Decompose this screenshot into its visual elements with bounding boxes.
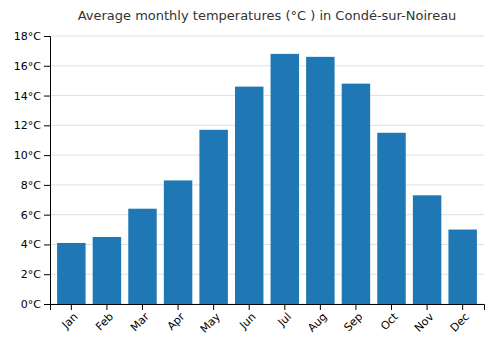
tick-label: Feb (93, 310, 116, 333)
tick: Aug (305, 304, 329, 335)
tick: 8°C (21, 179, 50, 192)
tick: Feb (93, 304, 116, 333)
tick-mark (44, 185, 50, 186)
bar (235, 87, 263, 304)
tick-label: May (198, 310, 224, 336)
x-axis: Jan Feb Mar Apr May Jun Jul Aug Sep Oct Nov Dec (51, 304, 485, 336)
tick-mark (355, 304, 356, 310)
tick-label: Sep (341, 310, 365, 334)
tick: 14°C (14, 90, 50, 103)
bar (377, 133, 405, 304)
tick-mark (71, 304, 72, 310)
grid (50, 36, 484, 304)
bar (93, 237, 121, 304)
bar (57, 243, 85, 304)
tick-mark (44, 66, 50, 67)
tick-label: Oct (378, 310, 401, 333)
tick-mark (44, 215, 50, 216)
tick-label: Mar (128, 310, 152, 334)
bar (413, 195, 441, 304)
tick: 18°C (14, 30, 50, 43)
grid-line (50, 95, 484, 96)
tick: Dec (448, 304, 472, 335)
plot: 0°C 2°C 4°C 6°C 8°C 10°C 12°C 14°C 16°C 18°C Jan Fe… (14, 30, 485, 336)
tick-mark (142, 304, 143, 310)
bar (271, 54, 299, 304)
tick-label: 12°C (14, 119, 41, 132)
tick-mark (284, 304, 285, 310)
tick-mark (44, 304, 50, 305)
bar (448, 230, 476, 304)
tick: Jun (236, 304, 258, 332)
bar (199, 130, 227, 304)
tick: 6°C (21, 209, 50, 222)
tick-mark (44, 155, 50, 156)
tick: 4°C (21, 238, 50, 251)
tick: Mar (128, 304, 152, 334)
tick: 16°C (14, 60, 50, 73)
tick-label: 2°C (21, 268, 41, 281)
tick-label: 8°C (21, 179, 41, 192)
bar (342, 84, 370, 304)
tick-label: Aug (305, 310, 329, 334)
tick: Oct (378, 304, 401, 333)
tick-label: Jun (236, 310, 258, 332)
tick: Nov (412, 304, 437, 335)
grid-line (50, 155, 484, 156)
tick-label: Jan (59, 310, 81, 332)
tick-label: 0°C (21, 298, 41, 311)
tick-mark (249, 304, 250, 310)
bars (57, 54, 477, 304)
tick-mark (391, 304, 392, 310)
tick-mark (320, 304, 321, 310)
tick-mark (106, 304, 107, 310)
tick-label: Apr (165, 310, 188, 333)
tick: May (198, 304, 224, 336)
tick-label: 4°C (21, 238, 41, 251)
tick: Sep (341, 304, 365, 334)
tick: Jul (275, 304, 294, 330)
axis-line (44, 37, 51, 305)
tick-label: 10°C (14, 149, 41, 162)
tick-mark (462, 304, 463, 310)
bar (306, 57, 334, 304)
tick-label: Dec (448, 310, 472, 334)
tick-label: 16°C (14, 60, 41, 73)
chart-container: 0°C 2°C 4°C 6°C 8°C 10°C 12°C 14°C 16°C 18°C Jan Fe… (0, 0, 500, 350)
y-axis: 0°C 2°C 4°C 6°C 8°C 10°C 12°C 14°C 16°C 18°C (14, 30, 51, 311)
chart: 0°C 2°C 4°C 6°C 8°C 10°C 12°C 14°C 16°C 18°C Jan Fe… (0, 0, 500, 350)
tick-mark (44, 96, 50, 97)
tick-label: Nov (412, 310, 437, 335)
axis-line (51, 305, 485, 311)
tick-mark (427, 304, 428, 310)
tick-mark (213, 304, 214, 310)
tick: 2°C (21, 268, 50, 281)
tick: Jan (59, 304, 81, 332)
grid-line (50, 36, 484, 37)
grid-line (50, 125, 484, 126)
tick-mark (44, 36, 50, 37)
grid-line (50, 184, 484, 185)
tick-label: 14°C (14, 90, 41, 103)
tick-label: Jul (275, 310, 294, 329)
tick-label: 6°C (21, 209, 41, 222)
tick: 12°C (14, 119, 50, 132)
tick: Apr (165, 304, 188, 333)
tick-mark (44, 125, 50, 126)
tick-mark (44, 244, 50, 245)
tick: 0°C (21, 298, 50, 311)
title: Average monthly temperatures (°C ) in Co… (78, 8, 457, 23)
tick-mark (44, 274, 50, 275)
tick-label: 18°C (14, 30, 41, 43)
tick: 10°C (14, 149, 50, 162)
bar (164, 180, 192, 304)
grid-line (50, 65, 484, 66)
bar (128, 209, 156, 304)
tick-mark (178, 304, 179, 310)
